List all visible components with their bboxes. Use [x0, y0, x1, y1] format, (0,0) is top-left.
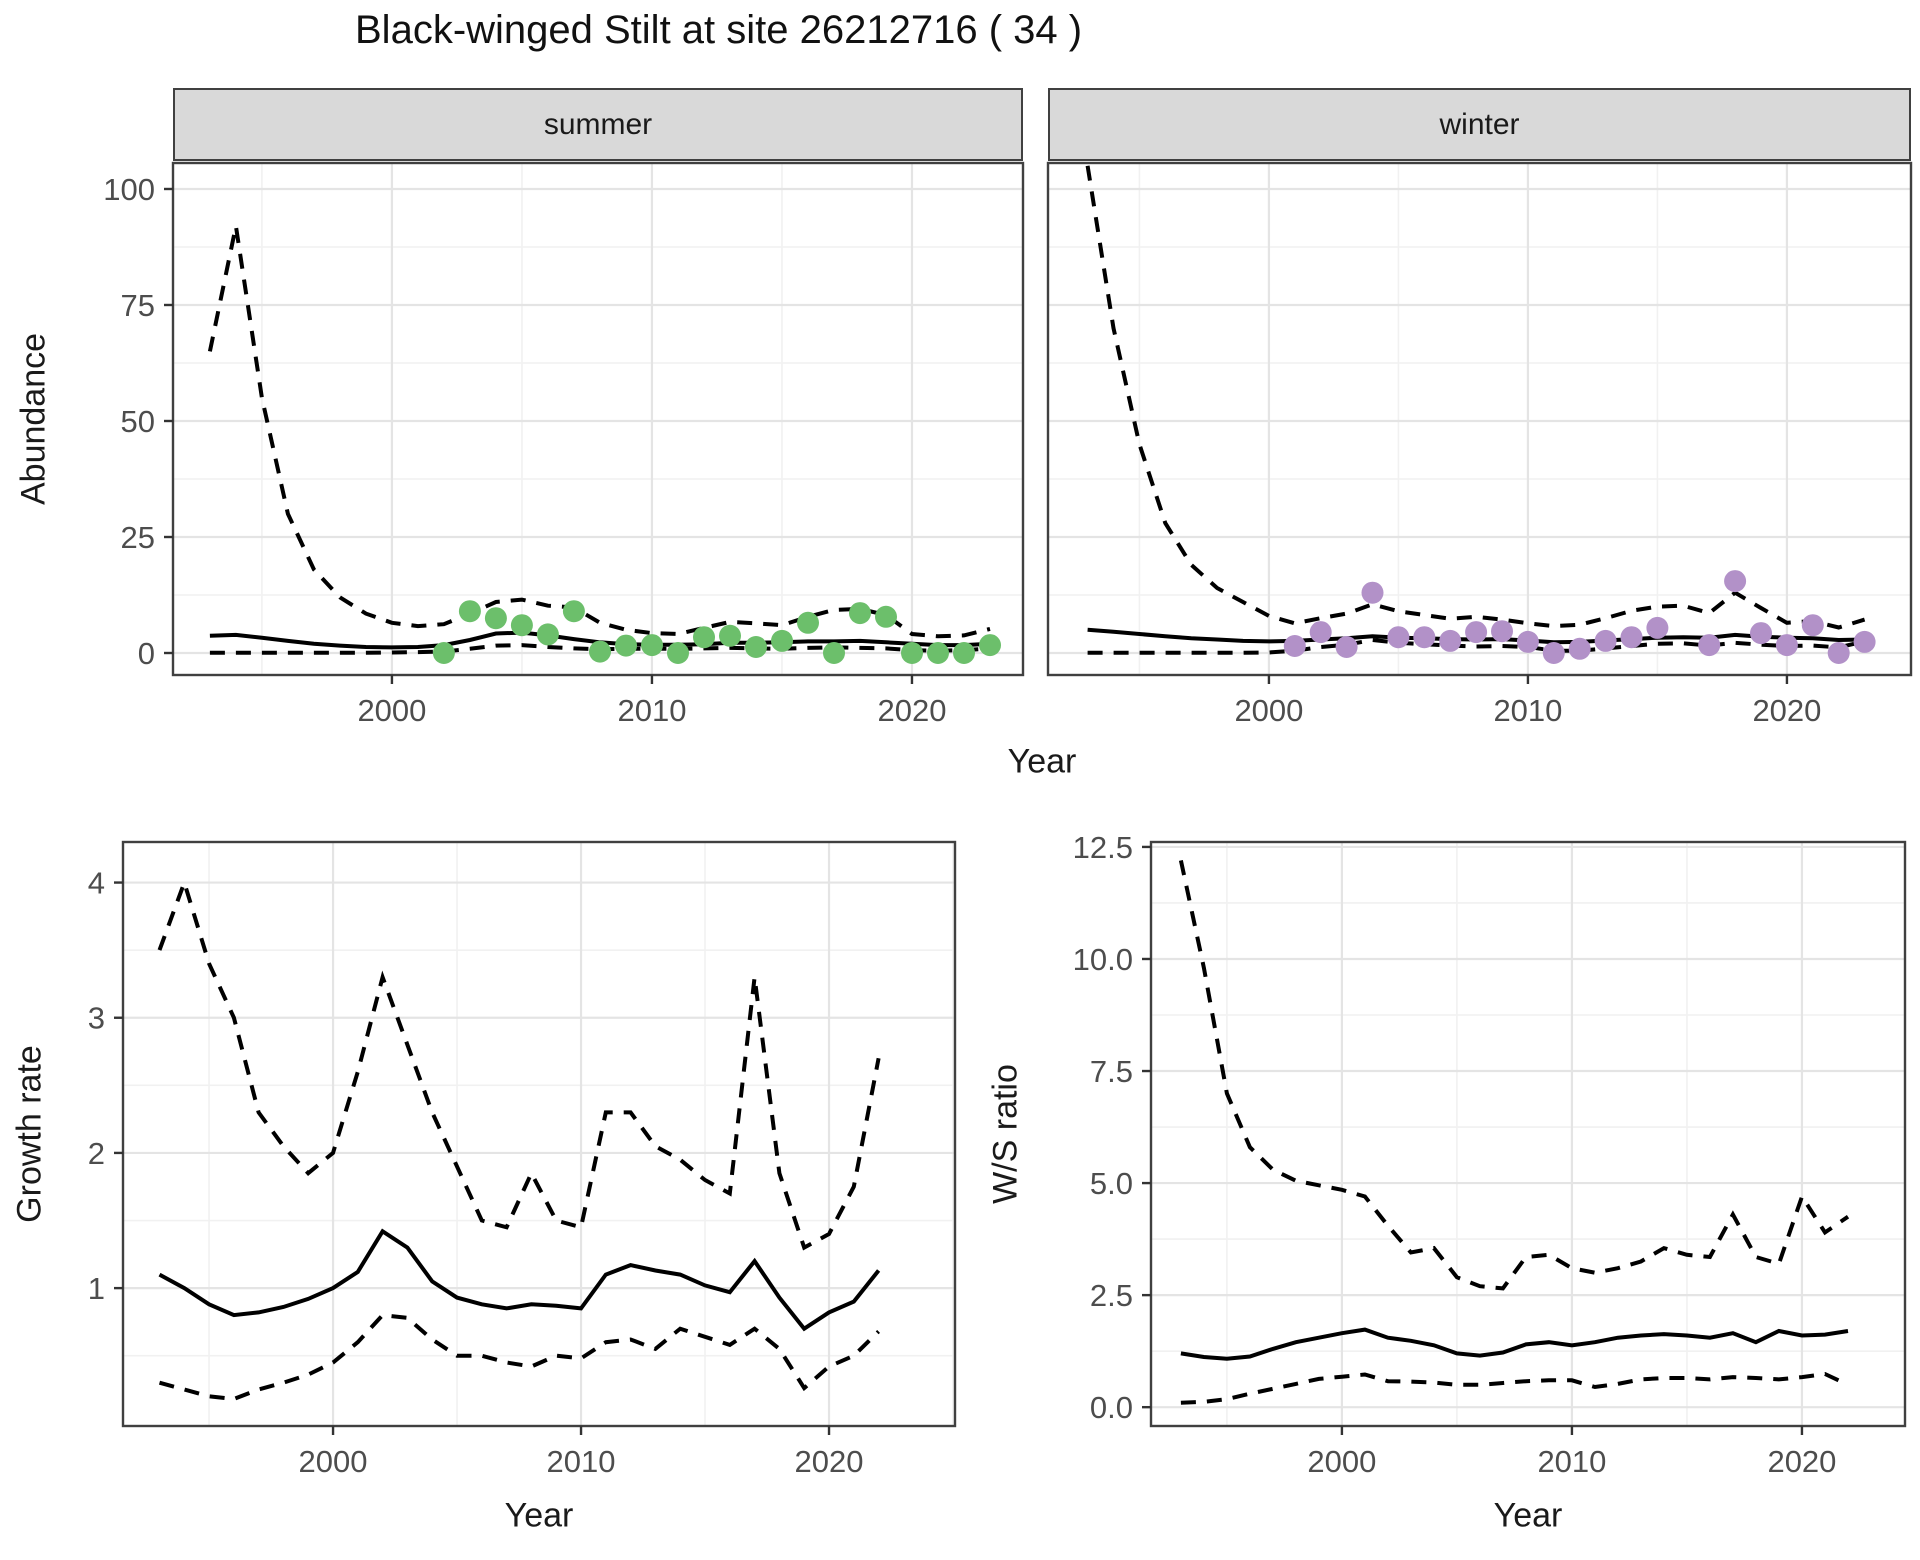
winter-observation-point — [1750, 622, 1772, 645]
x-axis-title-year-bottom-right: Year — [1493, 1496, 1563, 1535]
winter-observation-point — [1698, 634, 1721, 657]
x-tick-label: 2020 — [877, 693, 946, 728]
summer-observation-point — [797, 611, 819, 634]
winter-observation-point — [1361, 581, 1384, 604]
x-axis-title-year-top: Year — [1007, 742, 1077, 781]
summer-observation-point — [641, 634, 663, 657]
ws-median-line — [1180, 1327, 1849, 1361]
winter-observation-point — [1724, 570, 1747, 593]
winter-observation-point — [1646, 616, 1669, 639]
summer-observation-point — [536, 623, 559, 646]
winter-observation-point — [1439, 629, 1462, 652]
summer-observation-point — [901, 642, 923, 664]
y-tick-label: 4 — [88, 866, 105, 901]
summer-observation-point — [953, 642, 975, 664]
x-tick-label: 2010 — [617, 693, 686, 728]
ws-upper-ci-line — [1178, 859, 1850, 1291]
winter-observation-point — [1309, 621, 1332, 644]
winter-observation-point — [1387, 626, 1410, 649]
summer-observation-point — [484, 607, 507, 630]
summer-observation-point — [823, 642, 845, 664]
winter-panel: 2000 2010 2020 — [1046, 161, 1913, 728]
winter-observation-point — [1827, 642, 1850, 664]
x-tick-label: 2000 — [357, 693, 426, 728]
winter-observation-point — [1853, 630, 1876, 653]
y-tick-label: 0.0 — [1090, 1390, 1133, 1425]
winter-observation-point — [1542, 642, 1565, 664]
y-axis-title-ws-ratio: W/S ratio — [986, 1064, 1025, 1204]
x-tick-label: 2000 — [1234, 693, 1303, 728]
summer-observation-point — [849, 602, 871, 625]
y-tick-label: 0 — [138, 636, 155, 671]
summer-observation-point — [510, 614, 533, 637]
chart-title: Black-winged Stilt at site 26212716 ( 34… — [355, 8, 1083, 52]
x-tick-label: 2020 — [795, 1444, 864, 1479]
x-tick-label: 2000 — [299, 1444, 368, 1479]
y-tick-label: 12.5 — [1073, 830, 1133, 865]
winter-observation-point — [1491, 620, 1513, 643]
winter-observation-point — [1568, 637, 1591, 660]
x-tick-label: 2010 — [1493, 693, 1562, 728]
y-tick-label: 3 — [88, 1001, 105, 1036]
y-axis-title-abundance: Abundance — [14, 332, 53, 506]
winter-observation-point — [1594, 629, 1617, 652]
x-tick-label: 2000 — [1307, 1444, 1376, 1479]
x-axis-title-year-bottom-left: Year — [504, 1496, 574, 1535]
y-tick-label: 2.5 — [1090, 1278, 1133, 1313]
ws-lower-ci-line — [1180, 1371, 1849, 1405]
growth-panel: 2000 2010 2020 1 2 3 4 — [88, 840, 957, 1479]
facet-strip-winter-label: winter — [1439, 107, 1520, 141]
x-tick-label: 2010 — [1537, 1444, 1606, 1479]
facet-strip-summer-label: summer — [543, 107, 653, 141]
x-tick-label: 2020 — [1752, 693, 1821, 728]
summer-panel: 2000 2010 2020 0 25 50 75 100 — [103, 161, 1025, 728]
y-tick-label: 75 — [121, 288, 155, 323]
winter-observation-point — [1775, 634, 1798, 657]
y-tick-label: 2 — [88, 1136, 105, 1171]
summer-observation-point — [719, 624, 741, 647]
growth-upper-ci-line — [157, 876, 881, 1251]
summer-observation-point — [589, 640, 611, 663]
facet-strip-summer: summer — [173, 88, 1023, 161]
y-tick-label: 100 — [103, 172, 155, 207]
x-tick-label: 2020 — [1767, 1444, 1836, 1479]
summer-upper-ci-line — [207, 225, 991, 639]
summer-observation-point — [771, 629, 793, 652]
summer-observation-point — [667, 642, 689, 664]
winter-observation-point — [1620, 626, 1643, 649]
y-tick-label: 10.0 — [1073, 942, 1133, 977]
growth-median-line — [158, 1228, 881, 1332]
winter-observation-point — [1516, 630, 1539, 653]
summer-observation-point — [745, 636, 767, 658]
y-tick-label: 5.0 — [1090, 1166, 1133, 1201]
y-tick-label: 50 — [121, 404, 155, 439]
winter-observation-point — [1335, 636, 1358, 658]
summer-observation-point — [562, 600, 585, 623]
growth-lower-ci-line — [158, 1312, 880, 1402]
winter-upper-ci-line — [1085, 165, 1866, 630]
summer-observation-point — [458, 600, 481, 623]
summer-observation-point — [693, 626, 715, 649]
y-tick-label: 1 — [88, 1271, 105, 1306]
summer-observation-point — [927, 642, 949, 664]
summer-observation-point — [875, 605, 897, 628]
summer-observation-point — [432, 642, 455, 664]
winter-observation-point — [1413, 626, 1436, 649]
summer-observation-point — [615, 634, 637, 657]
y-tick-label: 25 — [121, 520, 155, 555]
y-tick-label: 7.5 — [1090, 1054, 1133, 1089]
x-tick-label: 2010 — [547, 1444, 616, 1479]
summer-observation-point — [979, 634, 1001, 657]
winter-observation-point — [1801, 614, 1824, 637]
winter-observation-point — [1465, 621, 1488, 644]
winter-observation-point — [1283, 635, 1306, 657]
facet-strip-winter: winter — [1048, 88, 1911, 161]
ws-panel: 2000 2010 2020 0.0 2.5 5.0 7.5 10.0 12.5 — [1073, 830, 1907, 1479]
y-axis-title-growth: Growth rate — [10, 1045, 49, 1223]
